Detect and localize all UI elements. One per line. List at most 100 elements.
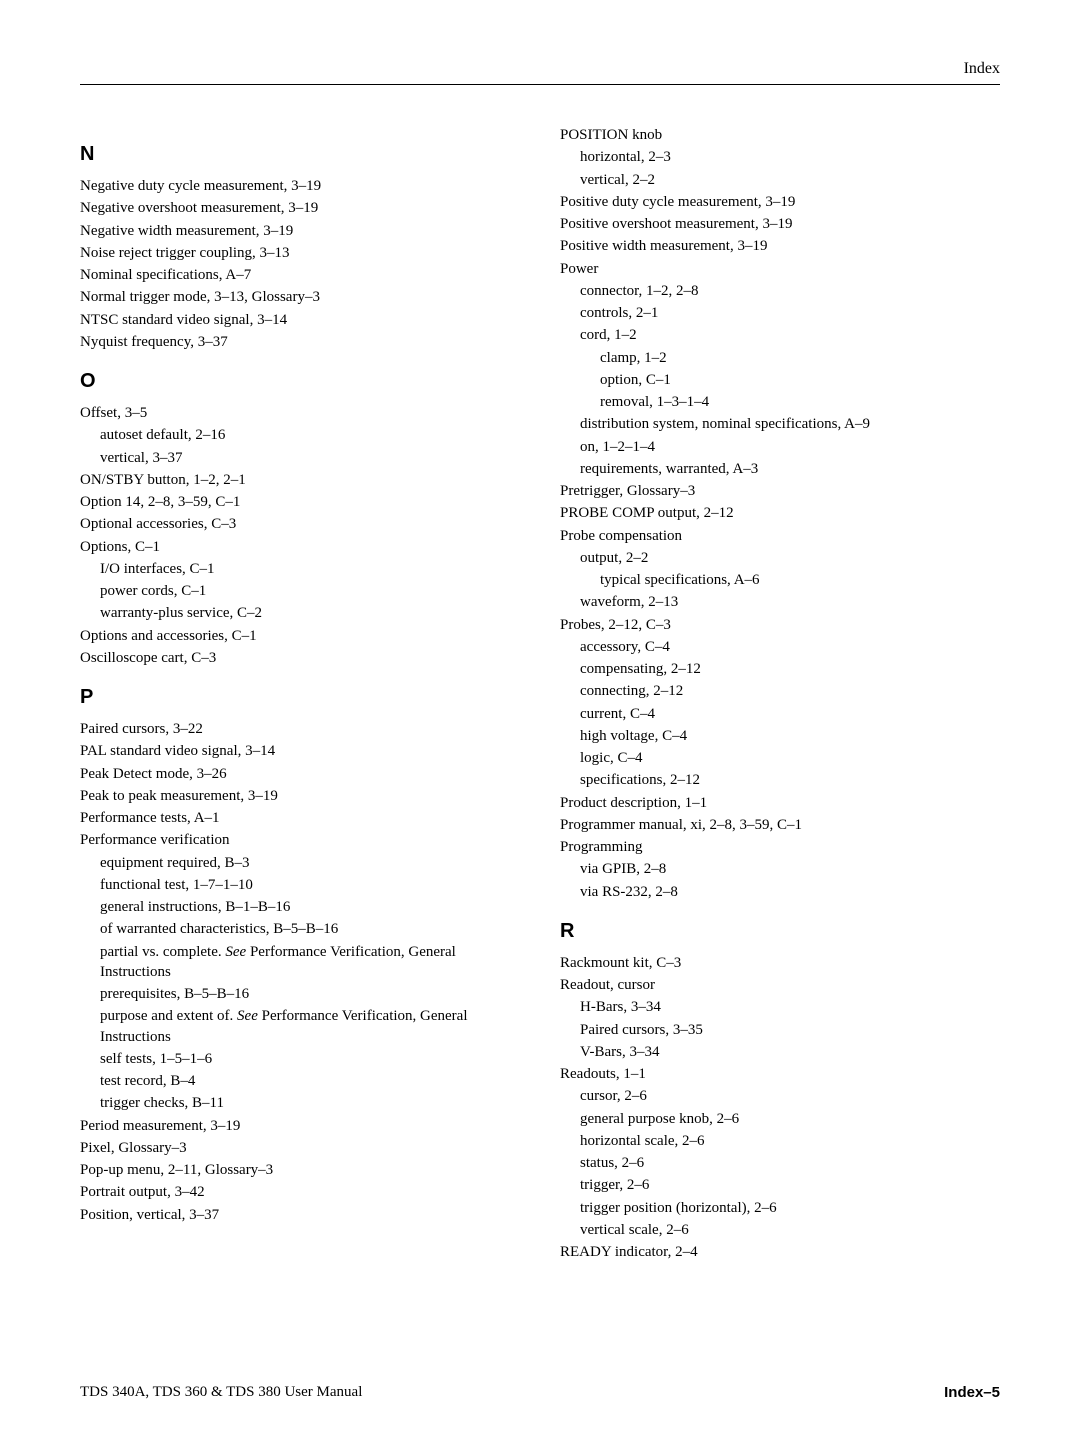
index-entry: Positive overshoot measurement, 3–19 [560,214,1000,234]
index-entry: Offset, 3–5 [80,403,520,423]
section-letter-r: R [560,920,1000,943]
index-text: partial vs. complete. [100,944,225,960]
index-subentry: horizontal scale, 2–6 [580,1131,1000,1151]
index-subentry: specifications, 2–12 [580,770,1000,790]
index-entry: PROBE COMP output, 2–12 [560,503,1000,523]
left-column: N Negative duty cycle measurement, 3–19 … [80,125,520,1264]
index-entry: Peak to peak measurement, 3–19 [80,786,520,806]
index-subentry: H-Bars, 3–34 [580,997,1000,1017]
index-entry: Probe compensation [560,526,1000,546]
index-entry: Probes, 2–12, C–3 [560,615,1000,635]
index-subentry: horizontal, 2–3 [580,147,1000,167]
index-columns: N Negative duty cycle measurement, 3–19 … [80,125,1000,1264]
index-entry: NTSC standard video signal, 3–14 [80,310,520,330]
index-entry: ON/STBY button, 1–2, 2–1 [80,470,520,490]
footer-left: TDS 340A, TDS 360 & TDS 380 User Manual [80,1384,362,1401]
index-subentry: functional test, 1–7–1–10 [100,875,520,895]
index-entry: Normal trigger mode, 3–13, Glossary–3 [80,287,520,307]
index-subentry: vertical, 2–2 [580,170,1000,190]
index-entry: Period measurement, 3–19 [80,1116,520,1136]
index-entry: Negative width measurement, 3–19 [80,221,520,241]
index-subentry: vertical, 3–37 [100,448,520,468]
index-entry: Peak Detect mode, 3–26 [80,764,520,784]
index-subentry: test record, B–4 [100,1071,520,1091]
index-subentry: removal, 1–3–1–4 [600,392,1000,412]
index-subentry: connecting, 2–12 [580,681,1000,701]
index-subentry: status, 2–6 [580,1153,1000,1173]
index-entry: Positive width measurement, 3–19 [560,236,1000,256]
index-subentry: cursor, 2–6 [580,1086,1000,1106]
index-subentry: self tests, 1–5–1–6 [100,1049,520,1069]
index-entry: Programmer manual, xi, 2–8, 3–59, C–1 [560,815,1000,835]
index-entry: Positive duty cycle measurement, 3–19 [560,192,1000,212]
index-subentry: vertical scale, 2–6 [580,1220,1000,1240]
index-subentry: purpose and extent of. See Performance V… [100,1006,520,1047]
index-entry: Portrait output, 3–42 [80,1182,520,1202]
index-subentry: waveform, 2–13 [580,592,1000,612]
index-subentry: connector, 1–2, 2–8 [580,281,1000,301]
index-subentry: trigger position (horizontal), 2–6 [580,1198,1000,1218]
index-subentry: power cords, C–1 [100,581,520,601]
index-entry: Options, C–1 [80,537,520,557]
index-subentry: controls, 2–1 [580,303,1000,323]
index-subentry: clamp, 1–2 [600,348,1000,368]
index-entry: Nyquist frequency, 3–37 [80,332,520,352]
index-entry: Pop-up menu, 2–11, Glossary–3 [80,1160,520,1180]
index-entry: POSITION knob [560,125,1000,145]
index-text: purpose and extent of. [100,1008,237,1024]
index-subentry: V-Bars, 3–34 [580,1042,1000,1062]
footer: TDS 340A, TDS 360 & TDS 380 User Manual … [80,1384,1000,1401]
index-subentry: via GPIB, 2–8 [580,859,1000,879]
see-ref: See [225,944,246,960]
index-entry: Programming [560,837,1000,857]
index-subentry: trigger checks, B–11 [100,1093,520,1113]
index-subentry: warranty-plus service, C–2 [100,603,520,623]
index-subentry: autoset default, 2–16 [100,425,520,445]
index-subentry: current, C–4 [580,704,1000,724]
index-subentry: compensating, 2–12 [580,659,1000,679]
index-subentry: logic, C–4 [580,748,1000,768]
right-column: POSITION knob horizontal, 2–3 vertical, … [560,125,1000,1264]
index-entry: Nominal specifications, A–7 [80,265,520,285]
index-subentry: I/O interfaces, C–1 [100,559,520,579]
section-letter-p: P [80,686,520,709]
index-entry: Readout, cursor [560,975,1000,995]
index-entry: READY indicator, 2–4 [560,1242,1000,1262]
index-entry: Optional accessories, C–3 [80,514,520,534]
header-title: Index [964,60,1000,78]
index-subentry: equipment required, B–3 [100,853,520,873]
index-entry: Rackmount kit, C–3 [560,953,1000,973]
index-subentry: accessory, C–4 [580,637,1000,657]
index-subentry: high voltage, C–4 [580,726,1000,746]
index-entry: Performance tests, A–1 [80,808,520,828]
index-subentry: partial vs. complete. See Performance Ve… [100,942,520,983]
index-entry: Position, vertical, 3–37 [80,1205,520,1225]
index-entry: Power [560,259,1000,279]
index-entry: Noise reject trigger coupling, 3–13 [80,243,520,263]
index-entry: Option 14, 2–8, 3–59, C–1 [80,492,520,512]
index-entry: Negative duty cycle measurement, 3–19 [80,176,520,196]
index-subentry: general instructions, B–1–B–16 [100,897,520,917]
index-subentry: cord, 1–2 [580,325,1000,345]
index-entry: Performance verification [80,830,520,850]
header-rule: Index [80,60,1000,85]
index-entry: Negative overshoot measurement, 3–19 [80,198,520,218]
index-subentry: on, 1–2–1–4 [580,437,1000,457]
see-ref: See [237,1008,258,1024]
index-entry: Pixel, Glossary–3 [80,1138,520,1158]
index-entry: Readouts, 1–1 [560,1064,1000,1084]
footer-right: Index–5 [944,1384,1000,1401]
index-entry: PAL standard video signal, 3–14 [80,741,520,761]
index-entry: Product description, 1–1 [560,793,1000,813]
index-subentry: prerequisites, B–5–B–16 [100,984,520,1004]
index-subentry: distribution system, nominal specificati… [580,414,1000,434]
index-subentry: typical specifications, A–6 [600,570,1000,590]
index-subentry: option, C–1 [600,370,1000,390]
index-subentry: trigger, 2–6 [580,1175,1000,1195]
index-entry: Paired cursors, 3–22 [80,719,520,739]
index-entry: Options and accessories, C–1 [80,626,520,646]
index-entry: Pretrigger, Glossary–3 [560,481,1000,501]
index-subentry: output, 2–2 [580,548,1000,568]
index-entry: Oscilloscope cart, C–3 [80,648,520,668]
index-subentry: Paired cursors, 3–35 [580,1020,1000,1040]
